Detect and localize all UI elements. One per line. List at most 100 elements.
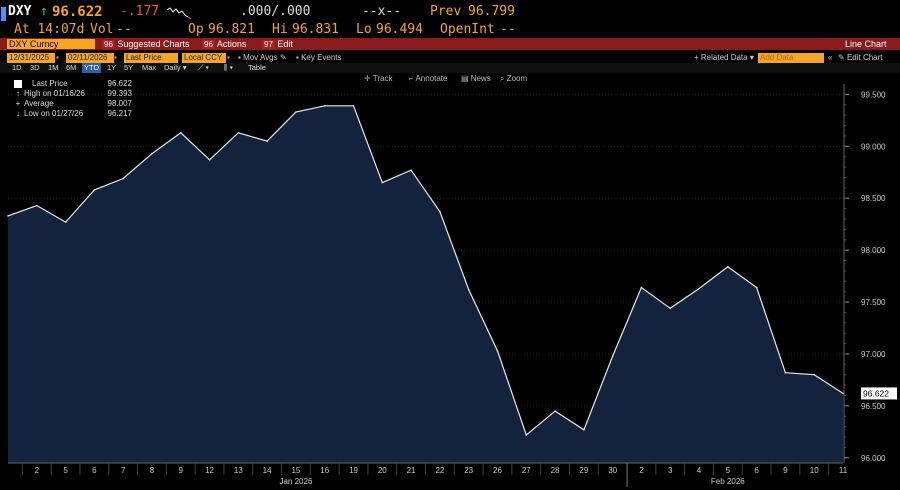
y-tick-label: 99.000 bbox=[861, 142, 886, 151]
data-point bbox=[323, 105, 326, 107]
range-3d[interactable]: 3D bbox=[30, 63, 40, 72]
period-select[interactable]: Daily ▾ bbox=[164, 63, 187, 72]
legend-last-label: Last Price bbox=[32, 79, 68, 88]
x-tick-label: 8 bbox=[150, 466, 155, 475]
legend-high-label: High on 01/16/26 bbox=[24, 89, 85, 98]
related-data-button[interactable]: + Related Data ▾ bbox=[694, 53, 754, 62]
series-area bbox=[8, 105, 843, 464]
net-change: -.177 bbox=[120, 4, 160, 19]
table-button[interactable]: Table bbox=[248, 63, 266, 72]
bid-ask: .000/.000 bbox=[240, 4, 311, 19]
bid-ask-size: --x-- bbox=[362, 4, 402, 19]
actions-button[interactable]: 96 Actions bbox=[202, 38, 246, 51]
suggested-charts-label: Suggested Charts bbox=[117, 39, 190, 49]
chart-type-label[interactable]: Line Chart bbox=[845, 39, 887, 49]
data-point bbox=[669, 307, 671, 310]
security-indicator bbox=[1, 7, 6, 21]
track-label: Track bbox=[372, 74, 393, 83]
bar-style-icon[interactable]: ⫼ ▾ bbox=[224, 63, 234, 72]
legend-average: + Average 98.007 bbox=[14, 99, 132, 109]
x-tick-label: 3 bbox=[668, 466, 673, 475]
legend-low: ↓ Low on 01/27/26 96.217 bbox=[14, 109, 132, 119]
suggested-charts-button[interactable]: 96 Suggested Charts bbox=[102, 38, 189, 51]
up-arrow-icon: ↑ bbox=[40, 4, 48, 19]
y-tick-label: 96.500 bbox=[861, 402, 886, 411]
legend-last-price: Last Price 96.622 bbox=[14, 79, 132, 89]
open-label: Op bbox=[188, 22, 204, 37]
start-date-dropdown-icon[interactable]: ▪ bbox=[56, 53, 59, 62]
low-label: Lo bbox=[356, 22, 372, 37]
average-marker-icon: + bbox=[15, 99, 21, 108]
key-events-label: Key Events bbox=[301, 53, 342, 62]
range-1m[interactable]: 1M bbox=[48, 63, 59, 72]
data-point bbox=[7, 215, 9, 217]
x-tick-label: 12 bbox=[205, 466, 214, 475]
news-icon: ▤ bbox=[461, 74, 469, 83]
legend-low-label: Low on 01/27/26 bbox=[24, 109, 84, 118]
range-6m[interactable]: 6M bbox=[66, 63, 77, 72]
annotate-label: Annotate bbox=[415, 74, 448, 83]
data-point bbox=[467, 288, 470, 291]
data-point bbox=[842, 392, 844, 395]
series-line bbox=[7, 105, 844, 437]
end-date-field[interactable]: 02/11/2026 bbox=[66, 53, 114, 63]
data-point bbox=[180, 132, 182, 134]
zoom-button[interactable]: ⌕ Zoom bbox=[500, 73, 527, 84]
range-1d[interactable]: 1D bbox=[12, 63, 22, 72]
x-tick-label: 9 bbox=[783, 466, 788, 475]
x-tick-label: 5 bbox=[63, 466, 68, 475]
currency-select[interactable]: Local CCY bbox=[182, 53, 226, 63]
legend-swatch-icon bbox=[14, 80, 22, 88]
news-button[interactable]: ▤ News bbox=[461, 73, 491, 84]
data-point bbox=[36, 204, 38, 207]
high-label: Hi bbox=[272, 22, 288, 37]
quote-header: DXY ↑ 96.622 -.177 .000/.000 --x-- Prev … bbox=[0, 4, 900, 22]
x-tick-label: 27 bbox=[522, 466, 531, 475]
actions-label: Actions bbox=[216, 39, 247, 49]
line-style-icon[interactable]: ⟋ ▾ bbox=[198, 63, 209, 72]
crosshair-icon: ✛ bbox=[364, 74, 371, 83]
data-point bbox=[439, 210, 441, 213]
high-value: 96.831 bbox=[292, 22, 339, 37]
range-max[interactable]: Max bbox=[142, 63, 157, 72]
price-field-select[interactable]: Last Price bbox=[124, 53, 178, 63]
y-tick-label: 99.500 bbox=[861, 90, 886, 99]
currency-dropdown-icon[interactable]: ▪ bbox=[227, 53, 230, 62]
mov-avgs-button[interactable]: ▪ Mov Avgs ✎ bbox=[238, 53, 287, 62]
annotate-button[interactable]: ⌐ Annotate bbox=[409, 73, 447, 84]
edit-chart-label: Edit Chart bbox=[846, 53, 883, 62]
y-tick-label: 97.000 bbox=[861, 350, 886, 359]
data-point bbox=[496, 350, 499, 352]
add-data-input[interactable]: Add Data bbox=[758, 53, 824, 63]
edit-button[interactable]: 97 Edit bbox=[262, 38, 293, 51]
range-1y[interactable]: 1Y bbox=[107, 63, 117, 72]
chart-legend: Last Price 96.622 ↑ High on 01/16/26 99.… bbox=[14, 79, 132, 123]
key-events-button[interactable]: ▪ Key Events bbox=[296, 53, 342, 62]
x-tick-label: 23 bbox=[464, 466, 473, 475]
price-chart[interactable]: 99.500 99.000 98.500 98.000 97.500 97.000 96.5… bbox=[0, 84, 900, 490]
collapse-icon[interactable]: « bbox=[828, 53, 833, 62]
track-button[interactable]: ✛ Track bbox=[364, 73, 392, 84]
start-date-field[interactable]: 12/31/2025 bbox=[7, 53, 55, 63]
zoom-icon: ⌕ bbox=[500, 74, 505, 83]
month-label: Feb 2026 bbox=[711, 477, 745, 486]
end-date-dropdown-icon[interactable]: ▪ bbox=[114, 53, 117, 62]
ticker-label[interactable]: DXY bbox=[8, 4, 32, 19]
x-tick-label: 2 bbox=[35, 466, 40, 475]
range-5y[interactable]: 5Y bbox=[124, 63, 134, 72]
x-tick-label: 2 bbox=[639, 466, 644, 475]
security-field[interactable]: DXY Curncy bbox=[7, 39, 95, 49]
edit-chart-button[interactable]: ✎ Edit Chart bbox=[838, 53, 883, 62]
related-data-label: Related Data bbox=[700, 53, 748, 62]
chart-parameters: 12/31/2025 ▪ 02/11/2026 ▪ Last Price Loc… bbox=[0, 53, 900, 63]
data-point bbox=[352, 105, 355, 107]
legend-low-value: 96.217 bbox=[107, 109, 132, 118]
x-tick-label: 14 bbox=[263, 466, 272, 475]
range-ytd[interactable]: YTD bbox=[82, 63, 101, 73]
data-point bbox=[698, 287, 700, 290]
x-tick-label: 29 bbox=[579, 466, 588, 475]
legend-high-value: 99.393 bbox=[107, 89, 132, 98]
data-point bbox=[554, 410, 556, 412]
open-interest-value: -- bbox=[500, 22, 516, 37]
legend-average-label: Average bbox=[24, 99, 54, 108]
